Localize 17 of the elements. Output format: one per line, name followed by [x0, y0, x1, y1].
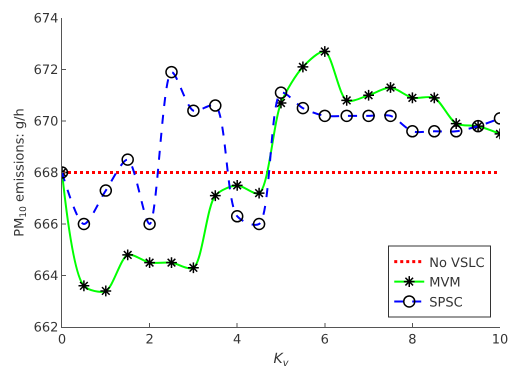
- legend-label: No VSLC: [429, 256, 485, 271]
- y-tick-label: 666: [34, 218, 58, 233]
- x-tick-label: 2: [145, 332, 154, 348]
- x-tick-label: 0: [58, 332, 66, 348]
- x-tick-label: 6: [320, 332, 329, 348]
- y-tick-label: 670: [34, 114, 58, 130]
- x-tick-label: 4: [233, 332, 242, 348]
- y-tick-label: 674: [34, 12, 58, 27]
- y-tick-label: 672: [34, 63, 58, 78]
- x-axis-title: K$_{v}$: [274, 350, 289, 369]
- x-tick-label: 10: [492, 332, 508, 348]
- y-tick-label: 662: [34, 320, 58, 336]
- y-tick-label: 668: [34, 166, 58, 182]
- legend-label: MVM: [429, 276, 461, 291]
- y-tick-label: 664: [34, 269, 58, 284]
- legend-label: SPSC: [429, 296, 463, 311]
- x-tick-label: 8: [408, 332, 417, 348]
